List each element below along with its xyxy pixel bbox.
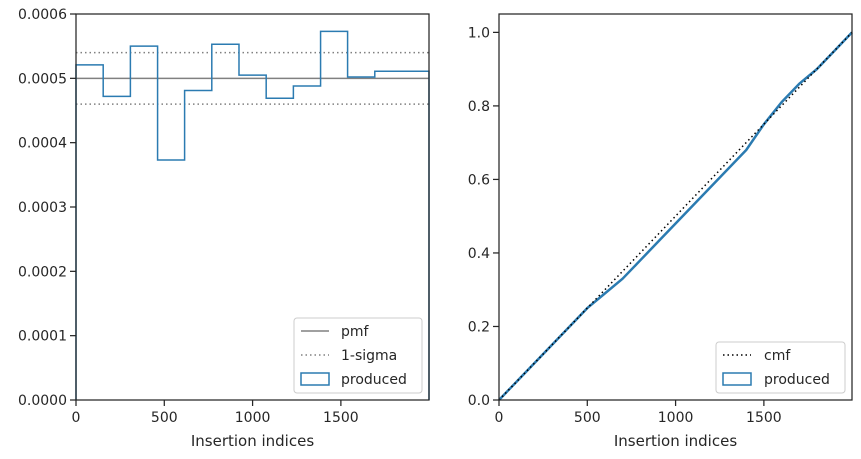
right-x-tick-label: 1500	[746, 410, 782, 426]
right-panel: 0 500 1000 1500 0.0 0.2 0.4 0.6 0.8 1.0 Insertion…	[468, 13, 853, 450]
produced-cumulative-line	[498, 31, 853, 401]
left-y-tick-label: 0.0003	[18, 200, 67, 216]
left-y-tick-label: 0.0001	[18, 329, 67, 345]
left-plot-area	[75, 30, 430, 400]
right-y-tick-label: 1.0	[468, 25, 490, 41]
right-ticks: 0 500 1000 1500 0.0 0.2 0.4 0.6 0.8 1.0	[468, 25, 782, 426]
right-y-tick-label: 0.4	[468, 246, 490, 262]
right-y-tick-label: 0.6	[468, 172, 490, 188]
right-x-tick-label: 0	[495, 410, 504, 426]
left-x-tick-label: 1500	[323, 410, 359, 426]
left-y-tick-label: 0.0005	[18, 71, 67, 87]
left-legend: pmf 1-sigma produced	[293, 317, 423, 394]
produced-histogram	[75, 30, 430, 400]
right-y-tick-label: 0.2	[468, 319, 490, 335]
left-x-tick-label: 1000	[235, 410, 271, 426]
left-x-tick-label: 500	[151, 410, 178, 426]
right-plot-area	[498, 31, 853, 401]
legend-produced-swatch	[300, 372, 330, 386]
right-legend-box	[715, 341, 846, 394]
legend-cmf-label: cmf	[764, 348, 791, 364]
left-y-tick-label: 0.0000	[18, 393, 67, 409]
left-x-axis-label: Insertion indices	[191, 432, 314, 450]
legend-produced-label: produced	[341, 372, 407, 388]
left-x-tick-label: 0	[72, 410, 81, 426]
right-x-tick-label: 500	[574, 410, 601, 426]
right-x-tick-label: 1000	[658, 410, 694, 426]
left-y-tick-label: 0.0006	[18, 7, 67, 23]
right-y-tick-label: 0.0	[468, 393, 490, 409]
left-y-tick-label: 0.0004	[18, 136, 67, 152]
legend-produced-label: produced	[764, 372, 830, 388]
legend-produced-swatch	[722, 372, 752, 386]
left-ticks: 0 500 1000 1500 0.0000 0.0001 0.0002 0.0003 0.00…	[18, 7, 359, 426]
left-panel: 0 500 1000 1500 0.0000 0.0001 0.0002 0.0003 0.00…	[18, 7, 430, 450]
legend-1-sigma-label: 1-sigma	[341, 348, 397, 364]
left-y-tick-label: 0.0002	[18, 264, 67, 280]
left-legend-box	[293, 317, 423, 394]
right-legend: cmf produced	[715, 341, 846, 394]
right-y-tick-label: 0.8	[468, 99, 490, 115]
legend-pmf-label: pmf	[341, 324, 370, 340]
right-x-axis-label: Insertion indices	[614, 432, 737, 450]
